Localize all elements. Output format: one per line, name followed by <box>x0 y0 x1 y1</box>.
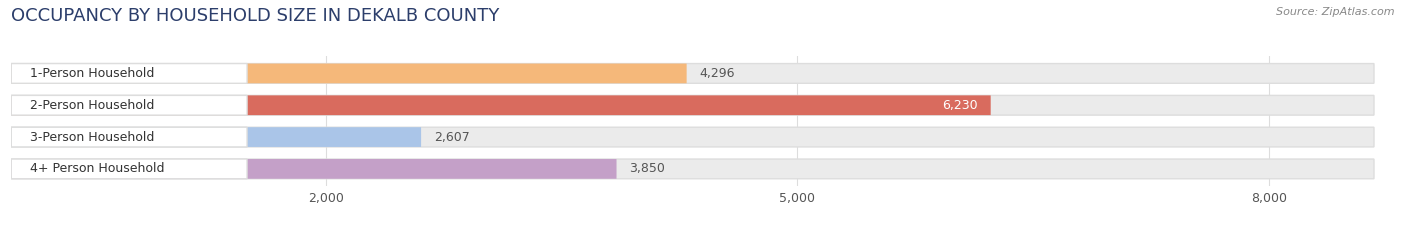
Text: 4,296: 4,296 <box>699 67 735 80</box>
Text: 3-Person Household: 3-Person Household <box>30 130 155 144</box>
FancyBboxPatch shape <box>11 64 686 83</box>
Text: 6,230: 6,230 <box>942 99 979 112</box>
Text: 1-Person Household: 1-Person Household <box>30 67 155 80</box>
FancyBboxPatch shape <box>11 95 247 115</box>
FancyBboxPatch shape <box>11 64 247 83</box>
Text: OCCUPANCY BY HOUSEHOLD SIZE IN DEKALB COUNTY: OCCUPANCY BY HOUSEHOLD SIZE IN DEKALB CO… <box>11 7 499 25</box>
FancyBboxPatch shape <box>11 159 247 179</box>
FancyBboxPatch shape <box>11 127 247 147</box>
FancyBboxPatch shape <box>11 159 617 179</box>
FancyBboxPatch shape <box>11 64 1374 83</box>
Text: 2,607: 2,607 <box>433 130 470 144</box>
Text: 2-Person Household: 2-Person Household <box>30 99 155 112</box>
Text: Source: ZipAtlas.com: Source: ZipAtlas.com <box>1277 7 1395 17</box>
FancyBboxPatch shape <box>11 127 1374 147</box>
FancyBboxPatch shape <box>11 159 1374 179</box>
FancyBboxPatch shape <box>11 95 1374 115</box>
Text: 4+ Person Household: 4+ Person Household <box>30 162 165 175</box>
Text: 3,850: 3,850 <box>628 162 665 175</box>
FancyBboxPatch shape <box>11 95 991 115</box>
FancyBboxPatch shape <box>11 127 422 147</box>
